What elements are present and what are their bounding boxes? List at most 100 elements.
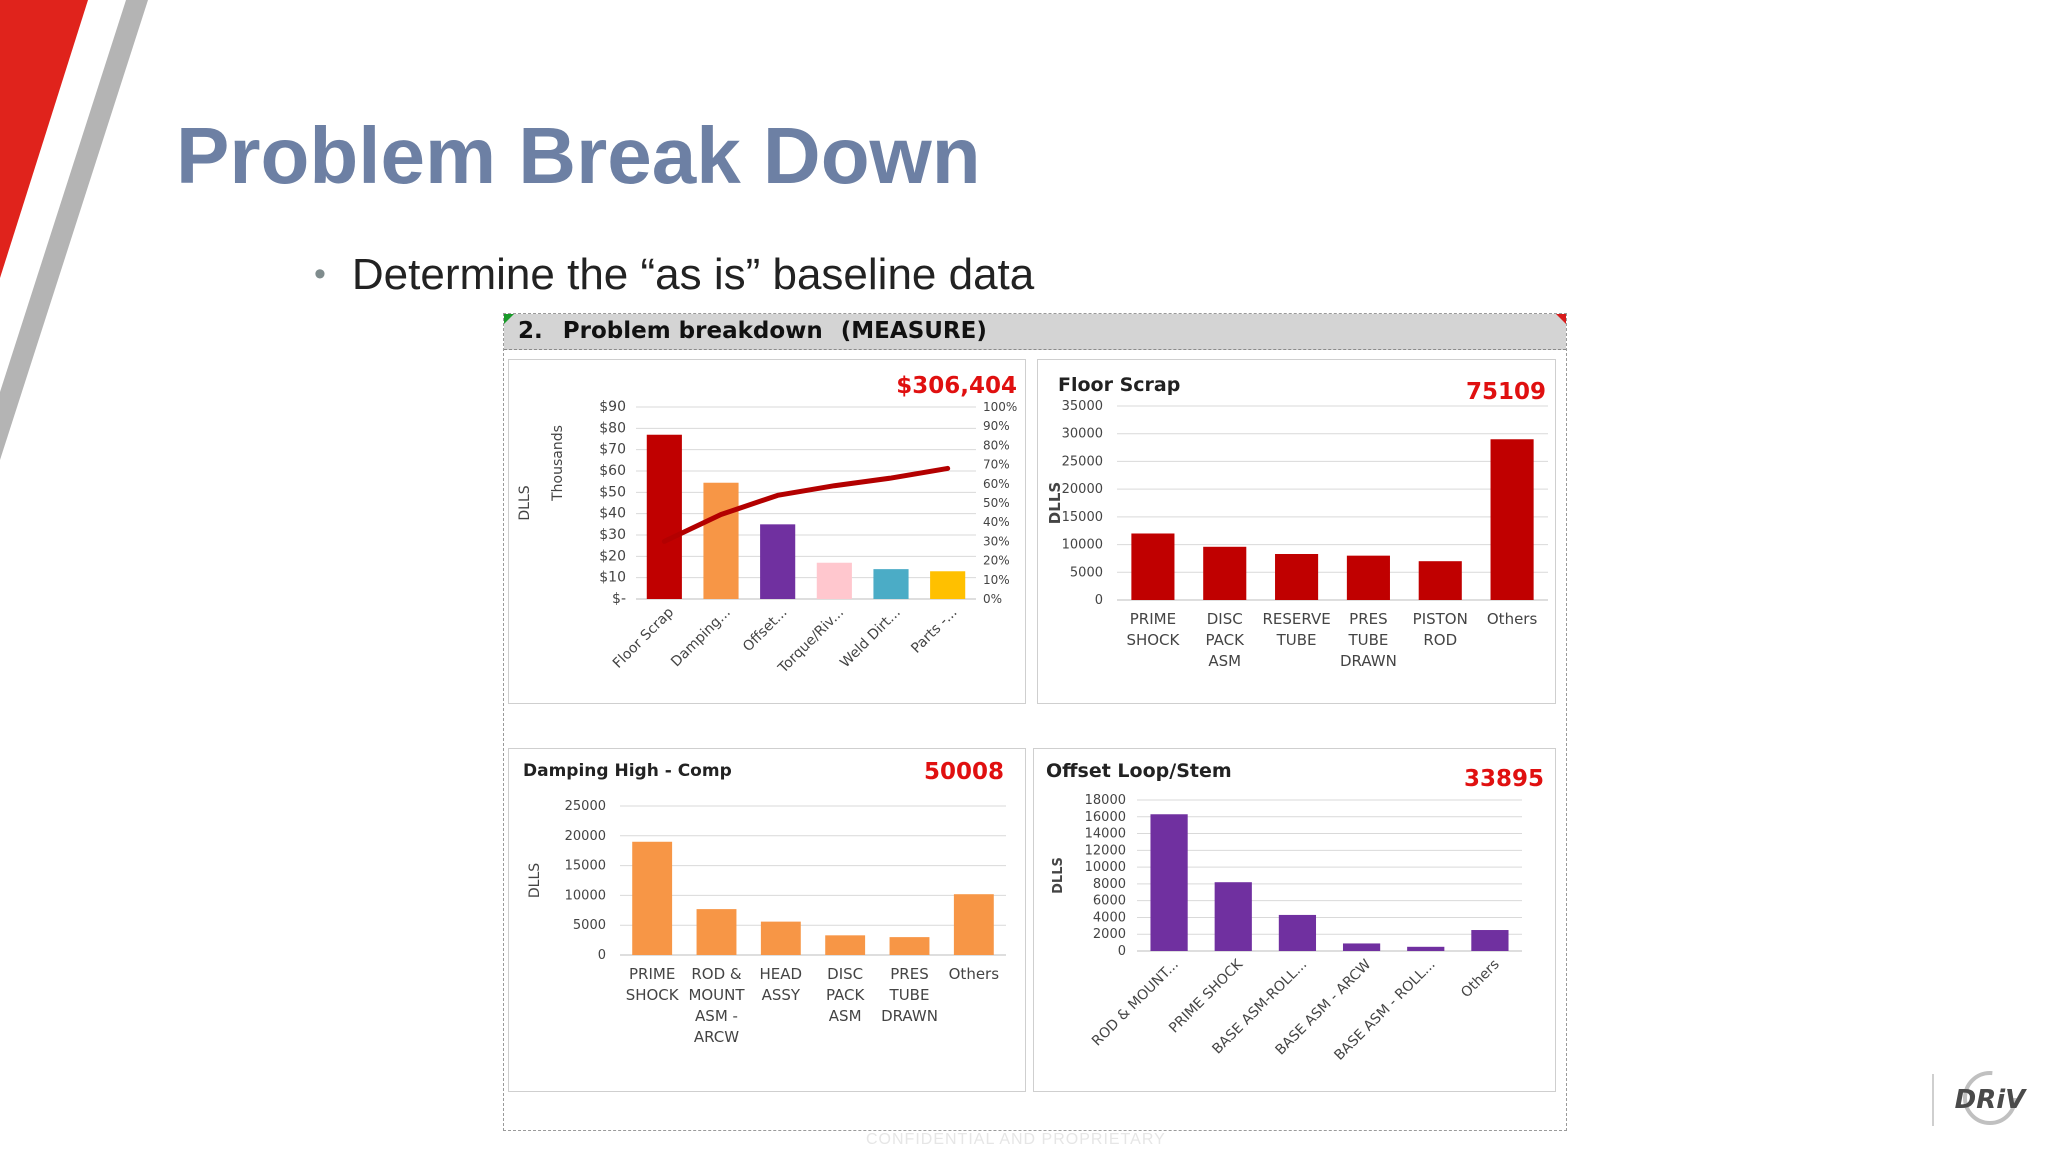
floor-scrap-chart: Floor Scrap 75109 0 5000 10000 15000 20000 2500… [1046, 374, 1548, 670]
measure-panel: 2. Problem breakdown (MEASURE) $306,404 $- $… [503, 313, 1567, 1131]
y-axis-label: DLLS [527, 863, 543, 898]
y-tick-label: 5000 [1070, 565, 1103, 580]
x-tick-label: DRAWN [881, 1007, 938, 1025]
x-tick-label: ARCW [694, 1028, 739, 1046]
x-tick-label: PACK [1206, 631, 1246, 649]
chart-total: 50008 [924, 759, 1004, 785]
logo-swoosh [1963, 1071, 2017, 1125]
bar [873, 569, 909, 599]
bar [1275, 553, 1319, 600]
logo-divider [1932, 1074, 1934, 1126]
panel-number: 2. [518, 318, 543, 344]
y2-tick-label: 90% [983, 419, 1010, 433]
damping-chart: Damping High - Comp 50008 0 5000 10000 15000 2… [523, 759, 1006, 1046]
y-tick-label: $20 [599, 548, 626, 564]
y-tick-label: $40 [599, 506, 626, 522]
y-tick-label: $70 [599, 442, 626, 458]
x-tick-label: ASSY [762, 986, 801, 1004]
x-tick-label: Offset... [740, 605, 791, 656]
y2-tick-label: 80% [983, 438, 1010, 452]
y2-tick-label: 60% [983, 477, 1010, 491]
y-axis-label: DLLS [517, 485, 533, 520]
bar [1407, 946, 1445, 951]
bullet-item: • Determine the “as is” baseline data [314, 250, 1034, 300]
x-tick-label: PRIME [1130, 610, 1176, 628]
green-corner-marker [504, 314, 514, 324]
offset-chart-box: Offset Loop/Stem 33895 0 2000 4000 6000 8000 10… [1033, 748, 1556, 1092]
x-tick-label: Others [949, 965, 1000, 983]
red-stripe [0, 0, 88, 278]
red-corner-marker [1556, 314, 1566, 324]
bar [646, 434, 682, 599]
pareto-chart: $306,404 $- $10 $20 $30 $40 $50 $60 $70 $80 $90 DLL… [517, 373, 1017, 677]
bar [1342, 943, 1381, 951]
y2-tick-label: 20% [983, 554, 1010, 568]
x-tick-label: PISTON [1413, 610, 1468, 628]
x-tick-label: ROD [1423, 631, 1457, 649]
y-tick-label: 0 [1118, 944, 1126, 959]
bar [632, 841, 673, 955]
x-tick-label: ROD & [691, 965, 742, 983]
logo-text: DRiV [1955, 1085, 2028, 1115]
x-tick-label: ASM - [695, 1007, 738, 1025]
y-tick-label: $90 [599, 399, 626, 415]
x-tick-label: ASM [829, 1007, 862, 1025]
x-tick-label: DRAWN [1340, 652, 1397, 670]
cumulative-line [661, 465, 951, 544]
y-tick-label: 25000 [565, 799, 606, 814]
y-tick-label: 15000 [565, 859, 606, 874]
x-tick-label: RESERVE [1262, 610, 1330, 628]
y-tick-label: 18000 [1085, 793, 1126, 808]
x-tick-label: Floor Scrap [610, 604, 677, 671]
slide-title: Problem Break Down [176, 111, 981, 200]
panel-title: Problem breakdown [562, 318, 823, 344]
y2-tick-label: 50% [983, 496, 1010, 510]
x-tick-label: PRIME [629, 965, 675, 983]
chart-title: Floor Scrap [1058, 374, 1180, 396]
y-tick-label: $80 [599, 420, 626, 436]
y2-tick-label: 0% [983, 592, 1002, 606]
bar [1150, 814, 1188, 951]
bar [760, 921, 801, 955]
bar [696, 909, 737, 955]
y-tick-label: 20000 [1062, 482, 1103, 497]
y-tick-label: 0 [598, 948, 606, 963]
y2-tick-label: 70% [983, 458, 1010, 472]
y2-tick-label: 30% [983, 534, 1010, 548]
y-tick-label: 10000 [1062, 538, 1103, 553]
x-tick-label: HEAD [760, 965, 803, 983]
y-tick-label: 8000 [1093, 877, 1126, 892]
bar [1490, 439, 1534, 600]
y-tick-label: 20000 [565, 829, 606, 844]
x-tick-label: ROD & MOUNT... [1089, 957, 1182, 1050]
pareto-chart-box: $306,404 $- $10 $20 $30 $40 $50 $60 $70 $80 $90 DLL… [508, 359, 1026, 704]
y-tick-label: $30 [599, 527, 626, 543]
x-tick-label: Damping... [668, 605, 734, 671]
y-tick-label: $60 [599, 463, 626, 479]
corner-stripes-decoration [0, 0, 148, 460]
y-tick-label: 15000 [1062, 510, 1103, 525]
x-tick-label: Others [1487, 610, 1538, 628]
y-tick-label: 0 [1095, 593, 1103, 608]
y2-tick-label: 100% [983, 400, 1017, 414]
bar [1214, 882, 1252, 951]
x-tick-label: MOUNT [688, 986, 745, 1004]
panel-tag: (MEASURE) [840, 318, 987, 344]
y-tick-label: $50 [599, 484, 626, 500]
x-tick-label: ASM [1208, 652, 1241, 670]
y-tick-label: 10000 [565, 888, 606, 903]
chart-title: Damping High - Comp [523, 761, 732, 781]
chart-title: Offset Loop/Stem [1046, 760, 1232, 782]
bar [825, 935, 866, 955]
y-axis-label: DLLS [1051, 857, 1066, 894]
bar [1278, 914, 1317, 951]
bar [1203, 546, 1247, 600]
y-tick-label: 25000 [1062, 454, 1103, 469]
y2-tick-label: 40% [983, 515, 1010, 529]
y-tick-label: 4000 [1093, 910, 1126, 925]
x-tick-label: Parts -... [908, 605, 960, 657]
y-tick-label: 16000 [1085, 810, 1126, 825]
bar [760, 524, 796, 599]
driv-logo: DRiV [1955, 1071, 2028, 1125]
